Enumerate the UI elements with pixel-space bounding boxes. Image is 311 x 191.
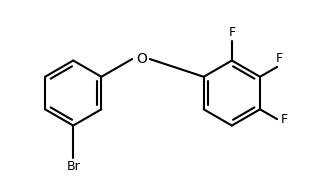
Text: Br: Br [66,160,80,173]
Text: F: F [276,52,283,65]
Text: F: F [281,113,288,126]
Text: F: F [228,26,235,39]
Text: O: O [137,52,147,66]
